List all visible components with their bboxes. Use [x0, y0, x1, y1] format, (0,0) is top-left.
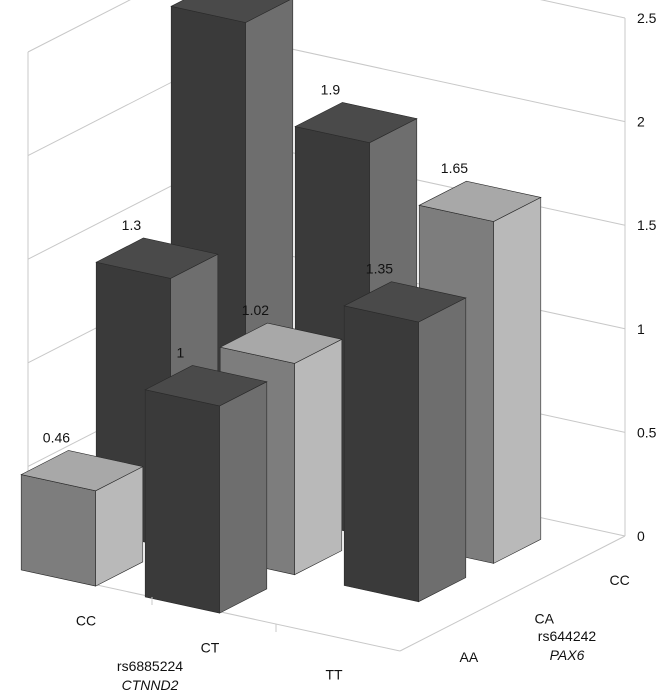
bar-top-face — [219, 322, 343, 364]
z-tick-label: 2 — [637, 114, 645, 130]
bar-front-face — [20, 474, 96, 587]
bar-CC-AA: 0.46 — [20, 429, 144, 587]
bar-top-face — [294, 102, 418, 144]
z-tick-label: 2.5 — [637, 10, 657, 26]
bar-top-face — [95, 237, 219, 279]
gridline — [27, 0, 626, 53]
data-label: 1.65 — [441, 160, 468, 176]
bar-side-face — [418, 297, 467, 603]
data-label: 1.9 — [321, 81, 341, 97]
floor-edge-right — [399, 535, 626, 652]
bar-front-face — [343, 305, 419, 603]
bar-side-face — [493, 196, 542, 564]
depth-tick-label: CC — [610, 572, 630, 588]
bar-CT-AA: 1 — [144, 345, 268, 614]
bar-side-face — [219, 381, 268, 614]
data-label: 1.3 — [122, 217, 142, 233]
depth-tick-label: AA — [460, 649, 479, 665]
bars: 2.351.91.651.31.021.350.461 — [20, 0, 542, 614]
z-tick-label: 1 — [637, 321, 645, 337]
z-axis-ticks: 0 0.5 1 1.5 2 2.5 — [637, 10, 657, 544]
depth-tick-label: CA — [535, 611, 555, 627]
bar-TT-CA: 1.35 — [343, 261, 467, 603]
z-tick-label: 1.5 — [637, 217, 657, 233]
z-tick-label: 0.5 — [637, 424, 657, 440]
x-tick-label: CC — [76, 613, 96, 629]
x-axis-subtitle: CTNND2 — [122, 677, 179, 693]
x-axis-ticks: CC CT TT — [76, 597, 343, 683]
data-label: 0.46 — [43, 429, 70, 445]
bar-top-face — [144, 365, 268, 407]
bar-top-face — [418, 180, 542, 222]
bar-front-face — [144, 389, 220, 614]
bar-top-face — [170, 0, 291, 23]
data-label: 1 — [177, 345, 185, 361]
bar-top-face — [343, 281, 467, 323]
depth-axis-ticks: AA CA CC — [460, 572, 630, 665]
bar-top-face — [20, 450, 144, 492]
z-tick-label: 0 — [637, 528, 645, 544]
data-label: 1.35 — [366, 261, 393, 277]
x-tick-label: CT — [201, 640, 220, 656]
bar-side-face — [294, 338, 343, 576]
x-axis-title: rs6885224 — [117, 658, 183, 674]
depth-axis-title: rs644242 — [538, 628, 597, 644]
data-label: 1.02 — [242, 302, 269, 318]
depth-axis-subtitle: PAX6 — [550, 647, 585, 663]
x-tick-label: TT — [325, 667, 343, 683]
